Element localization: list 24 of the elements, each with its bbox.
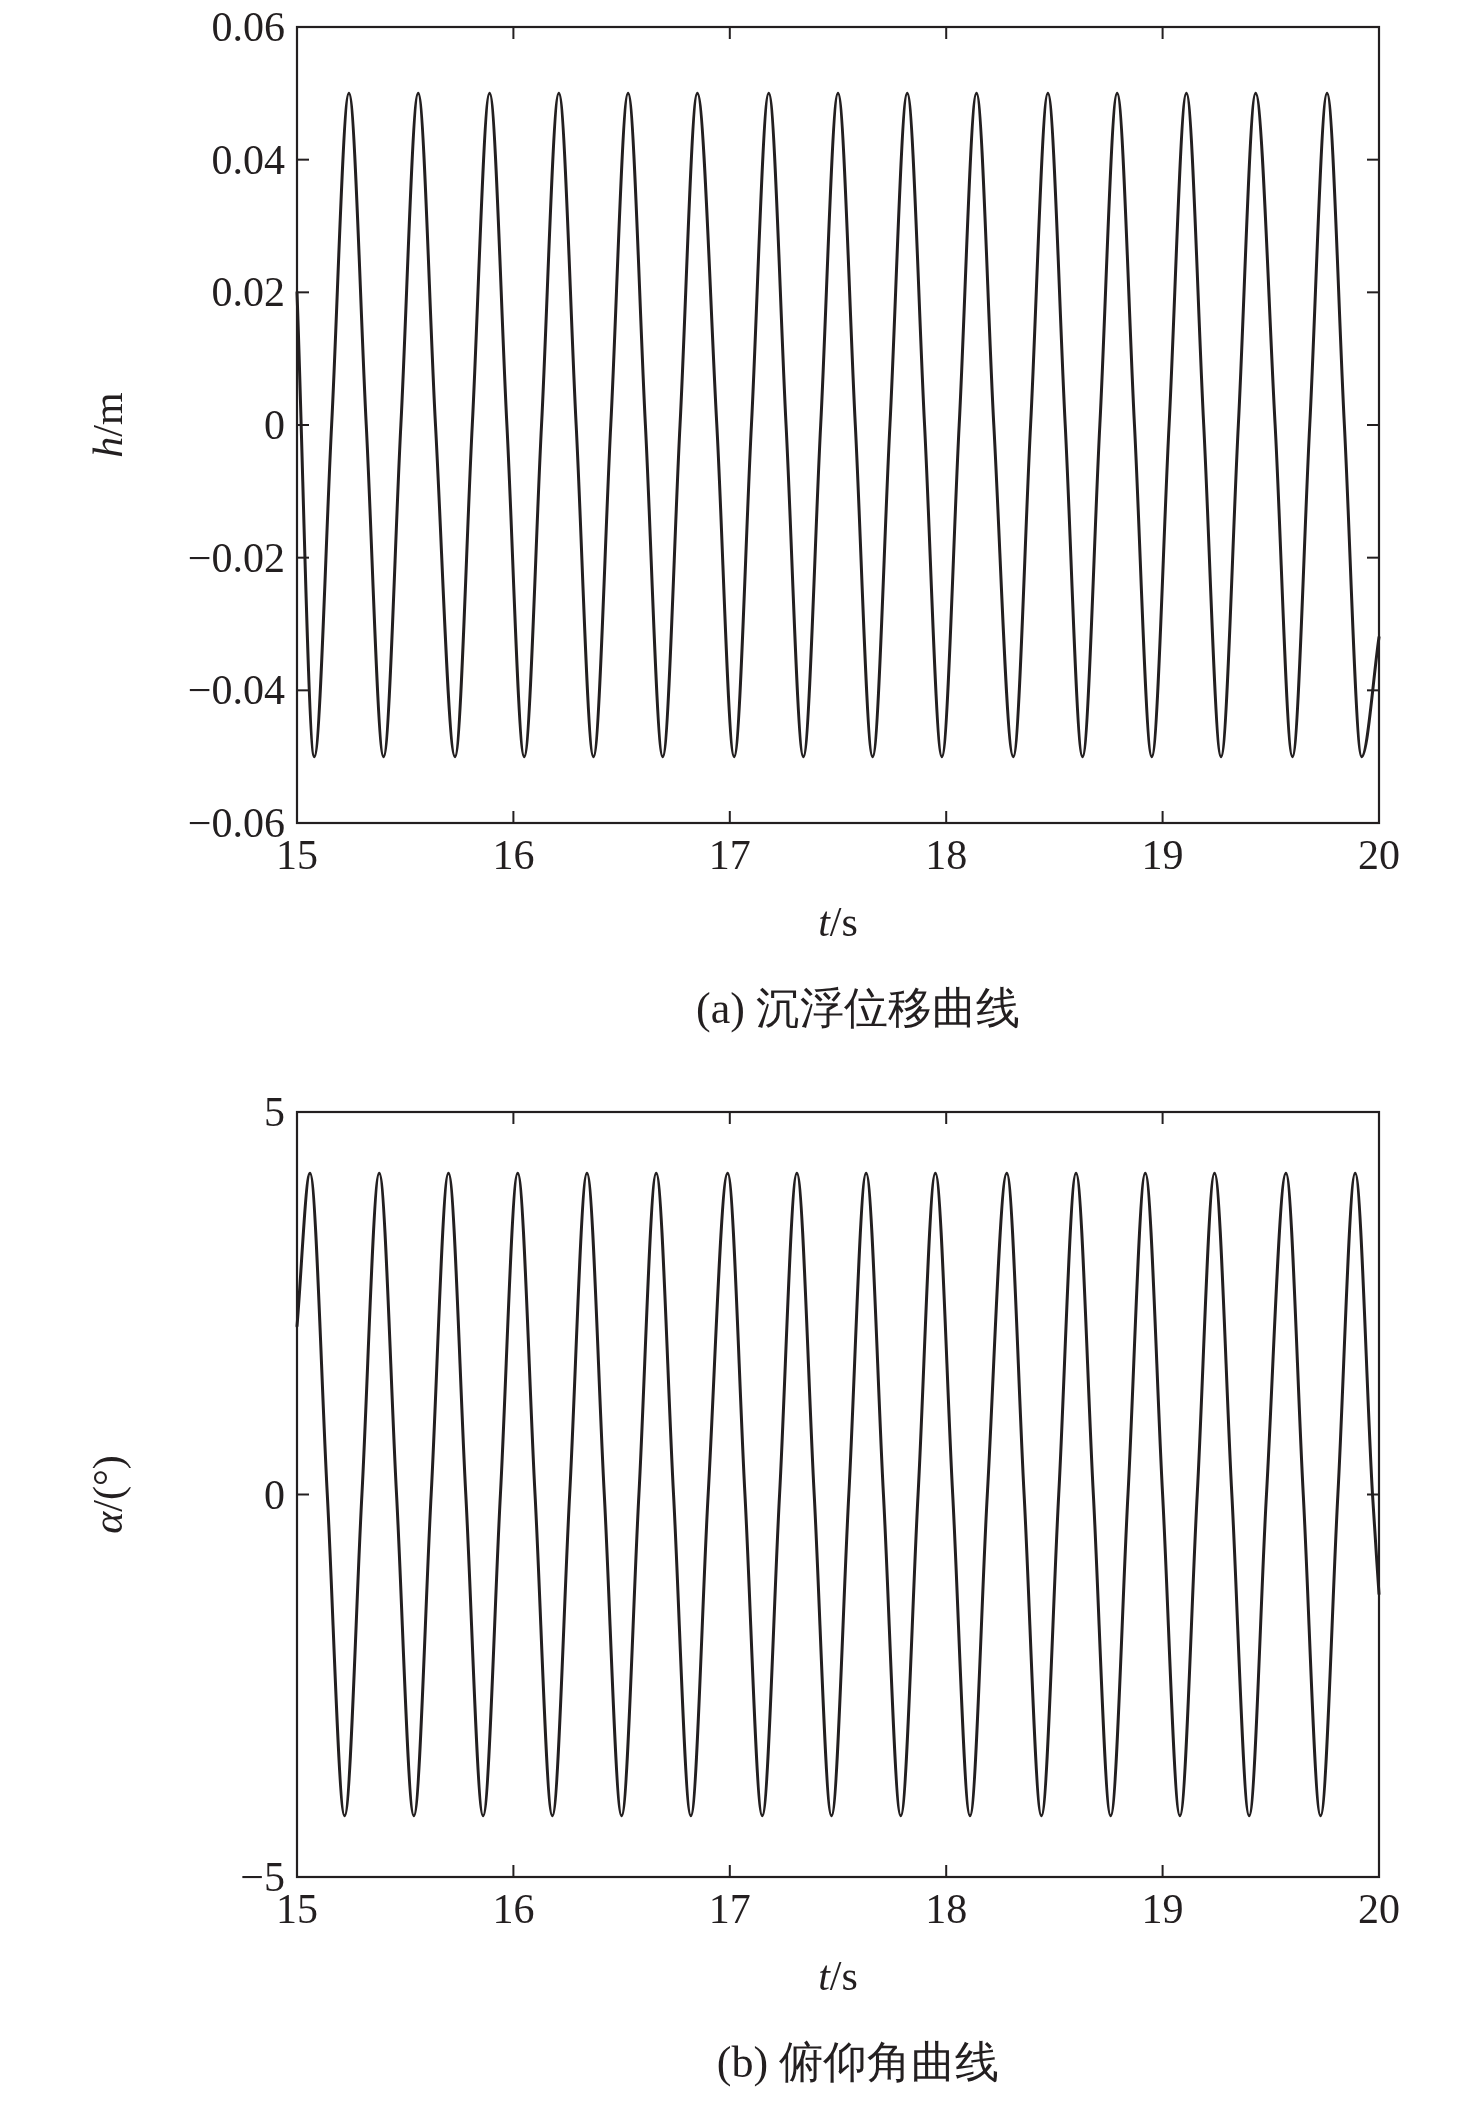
x-tick-label: 16 [492, 832, 535, 878]
y-tick-label: 5 [264, 1089, 285, 1135]
x-tick-label: 18 [925, 1886, 968, 1932]
y-axis-title: α/(°) [85, 1455, 132, 1534]
text: (a) 沉浮位移曲线 [696, 984, 1020, 1033]
y-tick-label: 0 [264, 1471, 285, 1518]
text: (b) 俯仰角曲线 [716, 2038, 1000, 2087]
y-tick-label: −0.04 [187, 667, 285, 714]
y-tick-label: −0.02 [187, 534, 285, 581]
x-axis-title: t/s [818, 899, 858, 945]
x-axis-title: t/s [818, 1953, 858, 1999]
y-axis-title: h/m [85, 392, 131, 458]
x-tick-label: 17 [708, 832, 751, 878]
x-tick-label: 19 [1141, 832, 1184, 878]
x-tick-label: 19 [1141, 1886, 1184, 1932]
y-tick-label: 0 [264, 402, 285, 448]
y-tick-label: 0.02 [211, 269, 285, 316]
x-tick-label: 17 [708, 1886, 751, 1932]
x-tick-label: 18 [925, 832, 968, 878]
x-tick-label: 20 [1358, 832, 1400, 878]
y-tick-label: 0.06 [211, 4, 285, 50]
x-tick-label: 20 [1358, 1886, 1400, 1932]
y-tick-label: 0.04 [211, 136, 285, 183]
x-tick-label: 16 [492, 1886, 535, 1932]
